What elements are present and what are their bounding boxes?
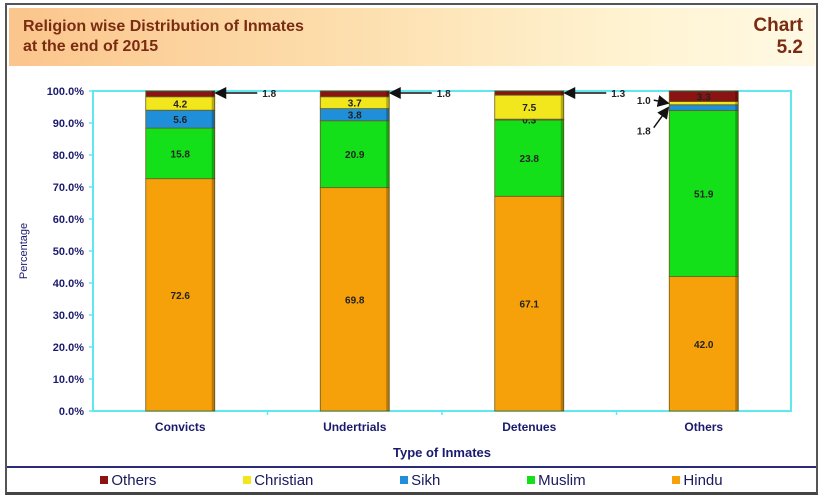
legend-swatch: [672, 476, 681, 484]
chart-header: Religion wise Distribution of Inmates at…: [9, 8, 815, 66]
legend-item-others: Others: [100, 472, 156, 489]
data-label: 20.9: [345, 150, 365, 161]
data-label: 23.8: [520, 154, 540, 165]
legend-swatch: [100, 476, 109, 484]
bar-segment-hindu: [494, 195, 565, 412]
x-tick-label: Others: [684, 420, 723, 434]
y-tick-label: 80.0%: [53, 150, 84, 162]
bar-bevel-shadow: [560, 120, 564, 197]
bar-bevel-shadow: [735, 276, 739, 411]
data-label: 72.6: [171, 291, 191, 302]
chart-title: Religion wise Distribution of Inmates at…: [23, 17, 304, 57]
legend-swatch: [400, 476, 409, 484]
data-label: 51.9: [694, 190, 714, 201]
y-tick-label: 50.0%: [53, 246, 84, 258]
bar-bevel-shadow: [386, 120, 390, 188]
data-label-arrow: [653, 106, 670, 129]
bar-bevel-shadow: [735, 104, 739, 111]
bar-bevel-shadow: [560, 95, 564, 120]
bar-segment-sikh: [668, 104, 739, 111]
bar-segment-hindu: [145, 178, 216, 412]
y-axis-label: Percentage: [18, 223, 30, 279]
bar-bevel-shadow: [386, 96, 390, 109]
bar-bevel-shadow: [735, 110, 739, 277]
data-label: 1.8: [437, 89, 451, 100]
bar-bevel-shadow: [211, 96, 215, 111]
x-tick-label: Convicts: [155, 420, 206, 434]
data-label: 3.8: [348, 111, 362, 122]
chart-number: Chart 5.2: [753, 15, 803, 59]
legend-label: Sikh: [411, 471, 441, 489]
chart-number-value: 5.2: [776, 37, 803, 58]
legend-item-muslim: Muslim: [527, 472, 586, 489]
bar-segment-muslim: [668, 110, 739, 277]
data-label: 7.5: [522, 103, 536, 114]
bar-bevel-shadow: [211, 128, 215, 179]
bar-bevel-shadow: [211, 178, 215, 411]
data-label: 3.7: [348, 99, 362, 110]
data-label: 0.3: [522, 116, 536, 127]
chart-title-line-1: Religion wise Distribution of Inmates: [23, 18, 304, 35]
bar-segment-others: [319, 90, 390, 98]
bar-bevel-shadow: [560, 119, 564, 121]
bar-segment-others: [145, 90, 216, 98]
data-label: 69.8: [345, 295, 365, 306]
chart-label: Chart: [753, 15, 803, 36]
bar-bevel-shadow: [386, 108, 390, 121]
data-label: 1.0: [637, 96, 651, 107]
y-tick-label: 0.0%: [59, 406, 84, 418]
y-tick-label: 30.0%: [53, 310, 84, 322]
data-label: 15.8: [171, 149, 191, 160]
chart-legend: Others Christian Sikh Muslim Hindu: [7, 466, 816, 492]
y-tick-label: 70.0%: [53, 182, 84, 194]
chart-title-line-2: at the end of 2015: [23, 38, 159, 55]
x-tick-label: Undertrials: [323, 420, 387, 434]
data-label-arrow: [653, 95, 670, 107]
y-tick-label: 40.0%: [53, 278, 84, 290]
data-label: 42.0: [694, 340, 714, 351]
legend-item-hindu: Hindu: [672, 471, 723, 489]
bar-segment-others: [494, 90, 565, 96]
bar-segment-others: [668, 90, 739, 102]
bar-bevel-shadow: [735, 91, 739, 102]
bar-segment-hindu: [668, 276, 739, 412]
bar-segment-muslim: [319, 120, 390, 189]
legend-label: Others: [111, 471, 157, 489]
legend-item-sikh: Sikh: [400, 472, 440, 489]
bar-bevel-shadow: [560, 196, 564, 411]
y-tick-label: 10.0%: [53, 374, 84, 386]
data-label: 1.3: [611, 89, 625, 100]
bar-bevel-shadow: [560, 91, 564, 96]
legend-label: Hindu: [683, 471, 723, 489]
bar-segment-muslim: [494, 119, 565, 197]
x-tick-label: Detenues: [502, 420, 556, 434]
bar-bevel-shadow: [735, 101, 739, 105]
bar-segment-muslim: [145, 127, 216, 180]
legend-label: Muslim: [538, 471, 586, 489]
legend-swatch: [243, 476, 252, 484]
data-label: 1.8: [637, 127, 651, 138]
y-tick-label: 90.0%: [53, 118, 84, 130]
y-tick-label: 100.0%: [47, 86, 85, 98]
legend-item-christian: Christian: [243, 472, 313, 489]
legend-label: Christian: [254, 471, 314, 489]
x-axis-label: Type of Inmates: [393, 445, 491, 460]
legend-swatch: [527, 476, 536, 484]
data-label: 1.8: [262, 89, 276, 100]
data-label: 3.3: [697, 92, 711, 103]
bar-bevel-shadow: [386, 187, 390, 411]
bar-segment-christian: [494, 94, 565, 120]
bar-bevel-shadow: [211, 91, 215, 97]
data-label: 5.6: [173, 115, 187, 126]
y-tick-label: 20.0%: [53, 342, 84, 354]
bar-bevel-shadow: [211, 110, 215, 129]
y-tick-label: 60.0%: [53, 214, 84, 226]
data-label: 4.2: [173, 99, 187, 110]
data-label: 67.1: [520, 300, 540, 311]
bar-bevel-shadow: [386, 91, 390, 97]
